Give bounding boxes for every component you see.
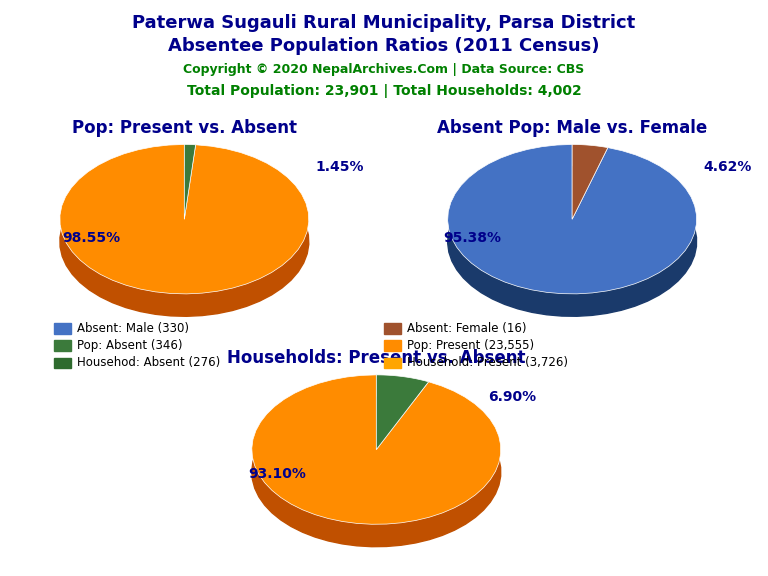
Text: 93.10%: 93.10% (248, 468, 306, 482)
Polygon shape (184, 167, 196, 219)
Text: Househod: Absent (276): Househod: Absent (276) (77, 357, 220, 369)
Text: Total Population: 23,901 | Total Households: 4,002: Total Population: 23,901 | Total Househo… (187, 84, 581, 97)
Polygon shape (184, 145, 196, 219)
Text: Pop: Absent (346): Pop: Absent (346) (77, 339, 182, 352)
Text: Absent: Male (330): Absent: Male (330) (77, 322, 189, 335)
Text: Pop: Present (23,555): Pop: Present (23,555) (407, 339, 535, 352)
Polygon shape (252, 375, 501, 524)
Text: Absent: Female (16): Absent: Female (16) (407, 322, 527, 335)
Polygon shape (60, 167, 309, 316)
Text: 95.38%: 95.38% (444, 231, 502, 245)
Text: Absentee Population Ratios (2011 Census): Absentee Population Ratios (2011 Census) (168, 37, 600, 55)
Text: 98.55%: 98.55% (62, 231, 120, 245)
Text: Copyright © 2020 NepalArchives.Com | Data Source: CBS: Copyright © 2020 NepalArchives.Com | Dat… (184, 63, 584, 77)
Title: Absent Pop: Male vs. Female: Absent Pop: Male vs. Female (437, 119, 707, 137)
Polygon shape (448, 167, 697, 316)
Text: Household: Present (3,726): Household: Present (3,726) (407, 357, 568, 369)
Title: Pop: Present vs. Absent: Pop: Present vs. Absent (72, 119, 296, 137)
Polygon shape (60, 145, 309, 294)
Polygon shape (448, 145, 697, 294)
Polygon shape (252, 397, 501, 547)
Title: Households: Present vs. Absent: Households: Present vs. Absent (227, 349, 525, 367)
Polygon shape (376, 375, 429, 450)
Polygon shape (572, 145, 607, 219)
Text: Paterwa Sugauli Rural Municipality, Parsa District: Paterwa Sugauli Rural Municipality, Pars… (132, 14, 636, 32)
Text: 1.45%: 1.45% (315, 160, 363, 174)
Text: 4.62%: 4.62% (703, 160, 751, 174)
Text: 6.90%: 6.90% (488, 391, 537, 404)
Polygon shape (376, 397, 429, 450)
Polygon shape (572, 167, 607, 219)
